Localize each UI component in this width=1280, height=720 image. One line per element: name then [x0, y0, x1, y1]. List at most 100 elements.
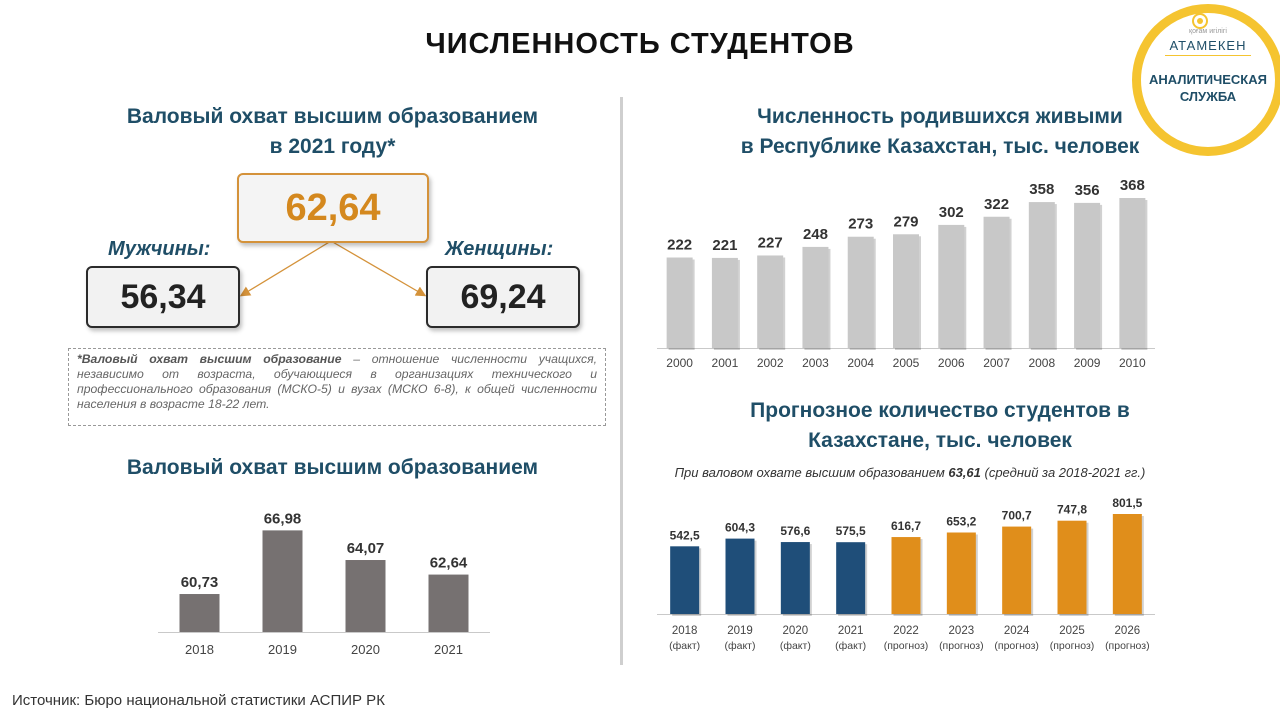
forecast-bar [780, 542, 810, 614]
logo-name: АТАМЕКЕН [1169, 38, 1247, 53]
footnote-term: *Валовый охват высшим образование [77, 352, 342, 366]
gross-chart-title: Валовый охват высшим образованием [126, 456, 539, 479]
births-bar [757, 255, 784, 348]
births-tick-label: 2008 [1028, 356, 1055, 370]
births-tick-label: 2007 [983, 356, 1010, 370]
births-bar [847, 236, 874, 348]
births-bar [802, 246, 829, 348]
men-gross-value: 56,34 [86, 266, 240, 328]
gross-tick-label: 2018 [185, 642, 214, 657]
births-chart: 222 2000 221 2001 227 2002 248 2003 273 2004 279 20… [657, 177, 1155, 370]
forecast-tick-sublabel: (прогноз) [994, 640, 1039, 652]
forecast-tick-sublabel: (факт) [835, 640, 866, 652]
gender-arrows [239, 240, 427, 297]
forecast-data-label: 700,7 [1002, 509, 1032, 523]
forecast-chart-title: Прогнозное количество студентов в Казахс… [640, 396, 1240, 456]
forecast-tick-label: 2025 [1059, 625, 1085, 637]
births-data-label: 273 [848, 216, 873, 233]
forecast-tick-sublabel: (прогноз) [939, 640, 984, 652]
logo-divider [1165, 55, 1251, 56]
forecast-tick-sublabel: (прогноз) [884, 640, 929, 652]
arrow-to-men [239, 240, 332, 297]
births-tick-label: 2005 [893, 356, 920, 370]
births-tick-label: 2006 [938, 356, 965, 370]
forecast-title-line1: Прогнозное количество студентов в [750, 399, 1130, 422]
forecast-tick-sublabel: (прогноз) [1105, 640, 1150, 652]
forecast-tick-label: 2026 [1115, 625, 1141, 637]
forecast-bar [670, 546, 700, 614]
forecast-chart: 542,5 2018 (факт) 604,3 2019 (факт) 576,6 2020 (… [657, 496, 1155, 652]
forecast-tick-label: 2020 [783, 625, 809, 637]
births-data-label: 302 [939, 204, 964, 221]
forecast-tick-label: 2022 [893, 625, 919, 637]
births-tick-label: 2002 [757, 356, 784, 370]
forecast-bar [836, 542, 866, 614]
births-data-label: 222 [667, 237, 692, 254]
gross-bar [179, 594, 220, 632]
births-tick-label: 2001 [712, 356, 739, 370]
gross-enrollment-chart: 60,73 2018 66,98 2019 64,07 2020 62,64 2021 [158, 510, 490, 657]
births-data-label: 227 [758, 234, 783, 251]
births-data-label: 248 [803, 226, 828, 243]
births-title-line1: Численность родившихся живыми [757, 105, 1123, 128]
forecast-data-label: 575,5 [836, 524, 866, 538]
births-data-label: 322 [984, 196, 1009, 213]
births-chart-title: Численность родившихся живыми в Республи… [640, 102, 1240, 162]
births-tick-label: 2004 [847, 356, 874, 370]
gross-data-label: 62,64 [430, 555, 468, 572]
births-data-label: 356 [1075, 182, 1100, 199]
logo-subtitle-line2: СЛУЖБА [1179, 89, 1237, 104]
births-bar [938, 224, 965, 348]
forecast-tick-sublabel: (факт) [780, 640, 811, 652]
forecast-data-label: 747,8 [1057, 503, 1087, 517]
forecast-data-label: 653,2 [946, 515, 976, 529]
page-title: ЧИСЛЕННОСТЬ СТУДЕНТОВ [425, 28, 855, 60]
gross-data-label: 60,73 [181, 574, 219, 591]
births-data-label: 279 [893, 213, 918, 230]
flower-logo-icon [1192, 13, 1208, 29]
forecast-tick-sublabel: (факт) [725, 640, 756, 652]
gross-tick-label: 2020 [351, 642, 380, 657]
forecast-data-label: 616,7 [891, 519, 921, 533]
gross-data-label: 64,07 [347, 540, 385, 557]
forecast-data-label: 542,5 [670, 528, 700, 542]
definition-footnote: *Валовый охват высшим образование – отно… [68, 348, 606, 426]
men-label: Мужчины: [108, 238, 211, 260]
forecast-tick-label: 2018 [672, 625, 698, 637]
atameken-logo [1132, 4, 1280, 156]
forecast-note-suffix: (средний за 2018-2021 гг.) [980, 465, 1146, 480]
forecast-bar [725, 538, 755, 614]
forecast-tick-label: 2019 [727, 625, 753, 637]
forecast-tick-label: 2024 [1004, 625, 1030, 637]
footnote-text: – отношение численности учащихся, незави… [77, 352, 597, 411]
forecast-tick-sublabel: (прогноз) [1050, 640, 1095, 652]
logo-subtitle-line1: АНАЛИТИЧЕСКАЯ [1149, 72, 1267, 87]
births-tick-label: 2010 [1119, 356, 1146, 370]
forecast-note-value: 63,61 [948, 465, 981, 480]
births-bar [666, 257, 693, 348]
vertical-divider [620, 97, 623, 665]
forecast-data-label: 576,6 [780, 524, 810, 538]
forecast-bar [1057, 520, 1087, 614]
births-bar [893, 234, 919, 348]
forecast-bar [946, 532, 976, 614]
forecast-title-line2: Казахстане, тыс. человек [808, 429, 1072, 452]
births-bar [983, 216, 1010, 348]
forecast-bar [891, 537, 921, 614]
forecast-note: При валовом охвате высшим образованием 6… [600, 465, 1220, 480]
gross-2021-title-line2: в 2021 году* [269, 135, 396, 158]
forecast-tick-label: 2023 [949, 625, 975, 637]
source-note: Источник: Бюро национальной статистики А… [12, 692, 385, 709]
births-bar [711, 257, 738, 348]
women-gross-value: 69,24 [426, 266, 580, 328]
gross-2021-title: Валовый охват высшим образованием в 2021… [40, 102, 625, 162]
gross-bar [428, 574, 469, 632]
forecast-tick-label: 2021 [838, 625, 864, 637]
gross-2021-title-line1: Валовый охват высшим образованием [126, 105, 539, 128]
forecast-data-label: 604,3 [725, 521, 755, 535]
gross-data-label: 66,98 [264, 510, 302, 527]
forecast-note-prefix: При валовом охвате высшим образованием [674, 465, 949, 480]
births-data-label: 368 [1120, 177, 1145, 194]
births-bar [1119, 198, 1146, 348]
arrow-to-women [330, 240, 427, 297]
